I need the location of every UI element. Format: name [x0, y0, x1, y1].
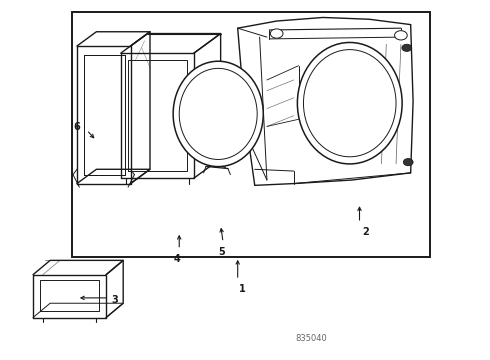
Ellipse shape: [297, 42, 402, 164]
Circle shape: [270, 29, 283, 38]
Ellipse shape: [173, 61, 263, 167]
Bar: [72, 12, 430, 257]
Circle shape: [402, 44, 412, 51]
Ellipse shape: [303, 50, 396, 157]
Circle shape: [394, 31, 407, 40]
Circle shape: [403, 158, 413, 166]
Ellipse shape: [179, 68, 257, 159]
Text: 2: 2: [362, 227, 368, 237]
Text: 1: 1: [239, 284, 246, 294]
Text: 6: 6: [74, 122, 80, 132]
Text: 3: 3: [111, 295, 118, 305]
Text: 835040: 835040: [295, 334, 327, 343]
Text: 5: 5: [218, 247, 225, 257]
Text: 4: 4: [173, 254, 180, 264]
